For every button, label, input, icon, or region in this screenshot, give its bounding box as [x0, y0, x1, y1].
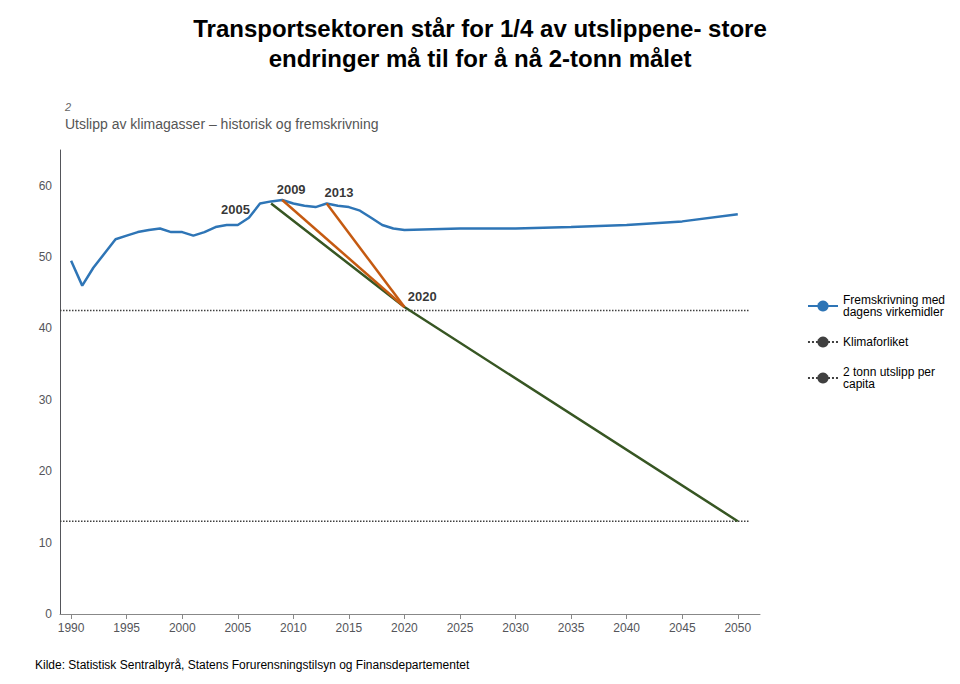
- svg-text:Fremskrivning med: Fremskrivning med: [843, 293, 945, 307]
- svg-text:40: 40: [39, 321, 53, 335]
- svg-text:dagens virkemidler: dagens virkemidler: [843, 305, 944, 319]
- svg-text:2040: 2040: [613, 621, 640, 635]
- svg-text:2020: 2020: [391, 621, 418, 635]
- svg-text:2009: 2009: [277, 182, 306, 197]
- svg-text:1995: 1995: [113, 621, 140, 635]
- svg-text:Kilde: Statistisk Sentralbyrå,: Kilde: Statistisk Sentralbyrå, Statens F…: [35, 658, 470, 672]
- svg-text:2005: 2005: [221, 202, 250, 217]
- svg-text:60: 60: [39, 179, 53, 193]
- svg-text:2025: 2025: [447, 621, 474, 635]
- svg-text:2000: 2000: [169, 621, 196, 635]
- svg-text:20: 20: [39, 464, 53, 478]
- svg-text:2: 2: [64, 101, 71, 113]
- svg-text:30: 30: [39, 393, 53, 407]
- svg-text:2020: 2020: [408, 289, 437, 304]
- svg-text:2050: 2050: [724, 621, 751, 635]
- svg-text:50: 50: [39, 250, 53, 264]
- svg-text:2013: 2013: [324, 185, 353, 200]
- svg-text:2015: 2015: [336, 621, 363, 635]
- svg-text:capita: capita: [843, 377, 875, 391]
- svg-text:2030: 2030: [502, 621, 529, 635]
- svg-text:endringer må til for å nå 2-to: endringer må til for å nå 2-tonn målet: [269, 45, 692, 72]
- svg-text:Utslipp av klimagasser – histo: Utslipp av klimagasser – historisk og fr…: [65, 116, 379, 132]
- svg-text:2035: 2035: [558, 621, 585, 635]
- svg-text:Klimaforliket: Klimaforliket: [843, 335, 909, 349]
- svg-text:2005: 2005: [224, 621, 251, 635]
- svg-text:0: 0: [45, 607, 52, 621]
- svg-text:2 tonn utslipp per: 2 tonn utslipp per: [843, 365, 935, 379]
- svg-text:2010: 2010: [280, 621, 307, 635]
- svg-text:Transportsektoren står for 1/4: Transportsektoren står for 1/4 av utslip…: [193, 15, 767, 42]
- svg-text:10: 10: [39, 536, 53, 550]
- svg-text:2045: 2045: [669, 621, 696, 635]
- svg-text:1990: 1990: [58, 621, 85, 635]
